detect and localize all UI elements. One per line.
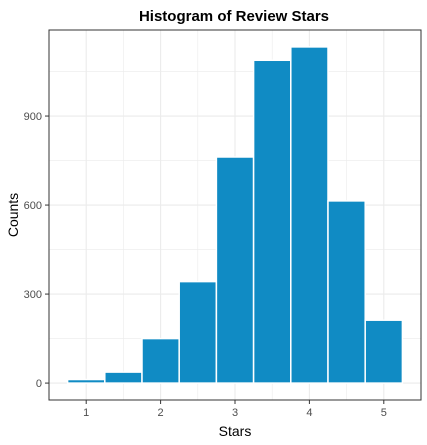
x-tick-label: 5 — [381, 407, 387, 419]
x-tick-label: 1 — [83, 407, 89, 419]
histogram-bar — [291, 47, 328, 383]
histogram-bar — [142, 339, 179, 384]
y-tick-label: 900 — [24, 111, 42, 123]
histogram-bar — [68, 380, 105, 384]
y-axis-title: Counts — [5, 193, 21, 237]
histogram-bar — [328, 201, 365, 383]
y-tick-label: 0 — [36, 378, 42, 390]
histogram-bar — [105, 372, 142, 383]
x-tick-label: 4 — [306, 407, 312, 419]
chart-title: Histogram of Review Stars — [139, 8, 329, 25]
y-tick-label: 300 — [24, 289, 42, 301]
y-tick-label: 600 — [24, 200, 42, 212]
histogram-bar — [179, 282, 216, 383]
x-axis-title: Stars — [219, 423, 252, 439]
histogram-bar — [365, 320, 402, 383]
histogram-bar — [216, 157, 253, 383]
histogram-bar — [254, 60, 291, 383]
x-tick-label: 2 — [158, 407, 164, 419]
x-tick-label: 3 — [232, 407, 238, 419]
